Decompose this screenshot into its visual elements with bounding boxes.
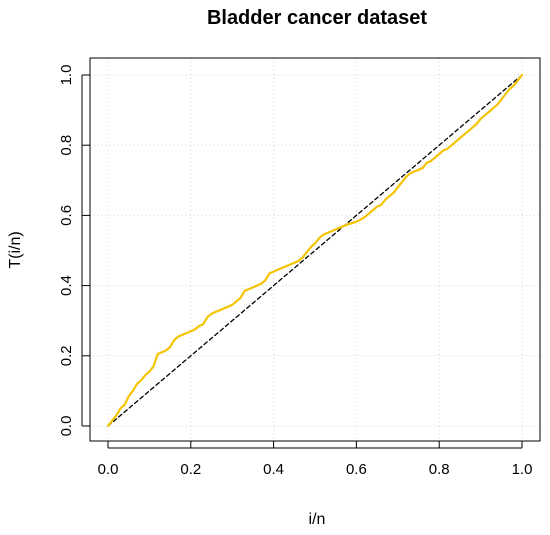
reference-line xyxy=(107,74,523,427)
grid xyxy=(90,58,540,441)
y-tick-label: 0.6 xyxy=(58,205,75,226)
x-tick-label: 0.6 xyxy=(346,461,367,478)
x-tick-label: 0.8 xyxy=(429,461,450,478)
chart-title: Bladder cancer dataset xyxy=(207,7,427,29)
x-axis-label: i/n xyxy=(309,511,326,528)
y-tick-label: 0.4 xyxy=(58,275,75,296)
x-tick-label: 0.2 xyxy=(180,461,201,478)
y-axis: 0.0 0.2 0.4 0.6 0.8 1.0 xyxy=(58,65,90,437)
y-tick-label: 0.2 xyxy=(58,345,75,366)
y-axis-label: T(i/n) xyxy=(7,231,24,268)
x-axis: 0.0 0.2 0.4 0.6 0.8 1.0 xyxy=(98,441,533,478)
x-tick-label: 1.0 xyxy=(512,461,533,478)
x-tick-label: 0.0 xyxy=(98,461,119,478)
plot-frame xyxy=(89,57,541,442)
series-layer xyxy=(106,73,524,428)
y-tick-label: 1.0 xyxy=(58,65,75,86)
y-tick-label: 0.8 xyxy=(58,135,75,156)
x-tick-label: 0.4 xyxy=(263,461,284,478)
y-tick-label: 0.0 xyxy=(58,416,75,437)
ttt-curve xyxy=(106,73,524,428)
